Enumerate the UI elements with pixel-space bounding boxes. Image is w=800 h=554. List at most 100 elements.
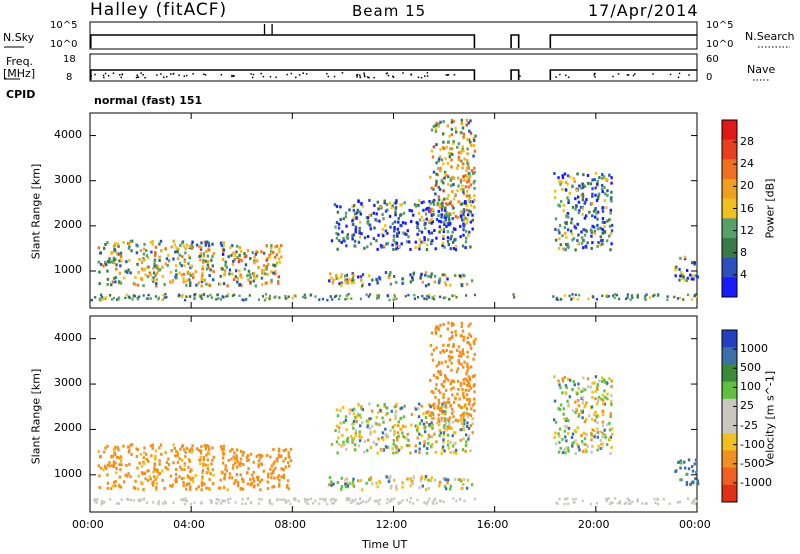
nave-dot [144, 76, 146, 79]
velocity-cell [137, 474, 140, 478]
velocity-cell [445, 428, 448, 432]
power-cell [155, 264, 158, 268]
velocity-cell [375, 442, 378, 446]
power-cell [335, 294, 338, 298]
power-cell [211, 278, 215, 282]
velocity-cell [239, 461, 243, 465]
power-cell [452, 119, 455, 123]
velocity-cell [463, 426, 466, 430]
velocity-cell [447, 397, 450, 401]
velocity-cell [603, 428, 606, 432]
velocity-cell [146, 478, 150, 482]
velocity-cell [374, 499, 378, 503]
velocity-cell [459, 354, 463, 358]
velocity-cell [565, 439, 568, 443]
power-cell [470, 169, 474, 173]
velocity-cell [222, 444, 226, 448]
velocity-cell [235, 456, 239, 460]
velocity-cell [596, 431, 600, 435]
power-cell [277, 257, 281, 261]
velocity-cell [173, 446, 176, 450]
x-tick-label: 20:00 [577, 518, 610, 531]
velocity-cell [351, 437, 354, 441]
velocity-cell [600, 397, 603, 401]
velocity-cell [454, 333, 458, 337]
power-cell [675, 265, 678, 269]
nave-dot [140, 72, 142, 74]
velocity-cell [352, 484, 356, 488]
velocity-cell [267, 472, 270, 476]
velocity-cell [405, 443, 409, 447]
power-cell [591, 192, 594, 196]
velocity-cell [440, 412, 444, 416]
axes [89, 113, 698, 512]
velocity-cell [395, 445, 399, 449]
velocity-cell [448, 416, 452, 420]
velocity-cell [235, 448, 239, 452]
power-cell [472, 137, 476, 141]
velocity-cell [402, 415, 406, 419]
power-cell [438, 295, 442, 299]
power-cell [366, 245, 369, 249]
power-cell [691, 274, 694, 278]
velocity-cell [693, 498, 696, 502]
power-cell [371, 278, 374, 282]
velocity-cell [446, 365, 450, 369]
velocity-cell [395, 402, 398, 406]
velocity-cell [608, 421, 611, 425]
velocity-cell [227, 458, 230, 462]
velocity-cell [209, 498, 212, 502]
velocity-cell [96, 498, 99, 501]
velocity-cell [183, 463, 186, 467]
velocity-cell [392, 478, 396, 482]
velocity-cell [606, 381, 609, 385]
velocity-colorbar-cell [722, 364, 737, 383]
velocity-cell [558, 383, 561, 387]
nave-dot [519, 75, 521, 77]
power-cell [466, 221, 469, 225]
power-cell [249, 275, 252, 279]
power-cell [232, 259, 235, 263]
power-cell [430, 207, 433, 211]
power-cell [470, 143, 473, 147]
velocity-cell [94, 498, 97, 502]
velocity-cell [609, 435, 613, 439]
power-cell [382, 244, 385, 248]
velocity-cell [202, 462, 205, 466]
power-cell [436, 123, 440, 127]
velocity-panel-frame [89, 315, 698, 513]
power-cell [433, 274, 437, 278]
power-cell [418, 229, 421, 233]
power-cell [570, 297, 573, 301]
power-cell [467, 166, 470, 170]
power-cell [471, 213, 474, 217]
velocity-cell [312, 502, 315, 505]
velocity-cell [596, 421, 599, 425]
velocity-colorbar-cell [722, 467, 737, 486]
power-cell [442, 120, 445, 124]
freq-unit: [MHz] [3, 67, 36, 80]
velocity-cell [247, 467, 250, 471]
velocity-cell [602, 378, 606, 382]
velocity-cell [286, 479, 290, 483]
power-cell [512, 293, 515, 296]
power-cell [673, 295, 676, 299]
power-cell [102, 297, 106, 301]
power-cell [433, 297, 436, 301]
velocity-cell [593, 381, 596, 385]
velocity-cell [465, 412, 469, 416]
velocity-cell [577, 445, 580, 449]
power-cell [471, 200, 475, 204]
power-cell [429, 275, 433, 279]
velocity-cell [604, 497, 608, 501]
power-cell [601, 173, 604, 177]
power-cell [236, 256, 239, 260]
velocity-cell [284, 448, 288, 452]
velocity-cell [167, 463, 171, 467]
nave-dot [104, 72, 107, 75]
velocity-cell [696, 500, 699, 503]
velocity-echoes [93, 321, 700, 506]
velocity-cell [610, 432, 614, 436]
velocity-cell [179, 447, 182, 451]
power-cell [452, 197, 456, 201]
